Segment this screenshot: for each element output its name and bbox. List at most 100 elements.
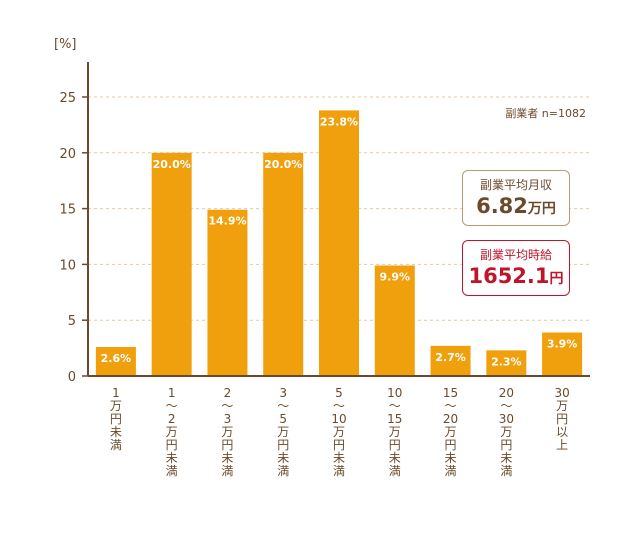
y-tick-label: 0 — [68, 370, 76, 385]
x-category-label-char: 満 — [166, 464, 178, 478]
y-tick-label: 20 — [59, 147, 76, 162]
average-hourly-wage-unit: 円 — [549, 271, 564, 287]
x-category-label-char: 10 — [331, 412, 346, 426]
bar-value-label: 20.0% — [264, 158, 302, 171]
x-category-label-char: 30 — [554, 386, 569, 400]
x-category-label-char: 20 — [499, 386, 514, 400]
x-category-label-char: 万 — [333, 425, 345, 439]
y-tick-label: 10 — [59, 258, 76, 273]
bar — [319, 110, 359, 376]
x-category-label-char: 〜 — [389, 399, 401, 413]
average-hourly-wage-value: 1652.1 — [468, 264, 550, 288]
x-category-label-char: 未 — [166, 451, 178, 465]
x-category-label-char: 円 — [221, 438, 233, 452]
x-category-label-char: 円 — [166, 438, 178, 452]
x-category-label: 15 〜 20 万円未満 — [443, 386, 458, 478]
bar — [542, 332, 583, 376]
x-category-label-char: 15 — [387, 412, 402, 426]
x-category-label-char: 満 — [221, 464, 233, 478]
average-monthly-income-unit: 万円 — [527, 201, 556, 217]
x-category-label-char: 万 — [110, 399, 122, 413]
bar — [374, 265, 415, 376]
y-tick-label: 25 — [59, 91, 76, 106]
x-category-label-char: 万 — [166, 425, 178, 439]
x-category-label-char: 〜 — [221, 399, 233, 413]
x-category-label: 3 〜 5 万円未満 — [277, 386, 289, 478]
x-category-label: 10 〜 15 万円未満 — [387, 386, 402, 478]
x-category-label-char: 以 — [556, 425, 568, 439]
x-category-label-char: 未 — [389, 451, 401, 465]
x-category-label: 1 〜 2 万円未満 — [166, 386, 178, 478]
x-category-label-char: 〜 — [166, 399, 178, 413]
bar — [430, 345, 471, 376]
bar — [486, 350, 527, 376]
bar-value-label: 2.3% — [491, 355, 522, 368]
x-category-label-char: 1 — [112, 386, 120, 400]
x-category-label-char: 未 — [221, 451, 233, 465]
sample-size-note: 副業者 n=1082 — [505, 107, 586, 120]
bar-value-label: 9.9% — [380, 271, 411, 284]
x-category-label-char: 〜 — [500, 399, 512, 413]
bar-value-label: 2.6% — [101, 352, 132, 365]
bar-value-label: 3.9% — [547, 337, 578, 350]
x-category-label: 2 〜 3 万円未満 — [221, 386, 233, 478]
x-category-label: 20 〜 30 万円未満 — [499, 386, 514, 478]
x-category-label-char: 万 — [445, 425, 457, 439]
bar — [95, 346, 136, 376]
x-category-label-char: 3 — [224, 412, 232, 426]
x-category-label-char: 上 — [556, 438, 568, 452]
x-category-label-char: 満 — [333, 464, 345, 478]
average-hourly-wage-box: 副業平均時給 1652.1円 — [462, 240, 570, 296]
average-hourly-wage-title: 副業平均時給 — [479, 248, 552, 262]
x-category-label-char: 未 — [333, 451, 345, 465]
x-category-label-char: 円 — [389, 438, 401, 452]
x-category-label-char: 〜 — [333, 399, 345, 413]
bar — [207, 209, 248, 376]
x-category-label-char: 未 — [277, 451, 289, 465]
bar — [151, 152, 192, 376]
x-category-label-char: 満 — [500, 464, 512, 478]
x-category-label-char: 未 — [445, 451, 457, 465]
y-tick-label: 5 — [68, 314, 76, 329]
x-category-label-char: 5 — [335, 386, 343, 400]
x-category-label-char: 1 — [168, 386, 176, 400]
average-monthly-income-box: 副業平均月収 6.82万円 — [462, 170, 570, 226]
x-category-label: 30 万円以上 — [554, 386, 569, 452]
x-category-label-char: 〜 — [277, 399, 289, 413]
y-axis-unit: [%] — [54, 37, 77, 52]
x-category-label-char: 5 — [279, 412, 287, 426]
x-category-label-char: 未 — [500, 451, 512, 465]
x-category-label-char: 万 — [389, 425, 401, 439]
y-tick-label: 15 — [59, 203, 76, 218]
x-category-label-char: 円 — [277, 438, 289, 452]
bar — [263, 152, 304, 376]
x-category-label-char: 万 — [221, 425, 233, 439]
x-category-label-char: 2 — [168, 412, 176, 426]
x-category-label-char: 万 — [277, 425, 289, 439]
x-category-label-char: 円 — [556, 412, 568, 426]
bar-value-label: 2.7% — [435, 351, 466, 364]
bars — [95, 110, 583, 376]
average-monthly-income-title: 副業平均月収 — [479, 178, 552, 192]
x-category-label-char: 満 — [277, 464, 289, 478]
x-category-label-char: 満 — [389, 464, 401, 478]
bar-value-label: 20.0% — [153, 158, 191, 171]
bar-value-label: 14.9% — [208, 215, 246, 228]
x-category-label-char: 円 — [445, 438, 457, 452]
x-category-label-char: 万 — [500, 425, 512, 439]
x-category-label-char: 〜 — [445, 399, 457, 413]
x-category-label-char: 満 — [445, 464, 457, 478]
x-category-label-char: 3 — [279, 386, 287, 400]
x-category-label-char: 万 — [556, 399, 568, 413]
x-category-label-char: 円 — [333, 438, 345, 452]
x-category-label-char: 20 — [443, 412, 458, 426]
x-category-label-char: 2 — [224, 386, 232, 400]
x-category-label-char: 10 — [387, 386, 402, 400]
x-category-label-char: 円 — [500, 438, 512, 452]
x-category-label-char: 30 — [499, 412, 514, 426]
bar-value-labels: 2.6% 20.0% 14.9% 20.0% 23.8% 9.9% 2.7% 2.3% 3.9% — [101, 115, 578, 368]
bar-value-label: 23.8% — [320, 115, 358, 128]
x-category-label: 5 〜 10 万円未満 — [331, 386, 346, 478]
